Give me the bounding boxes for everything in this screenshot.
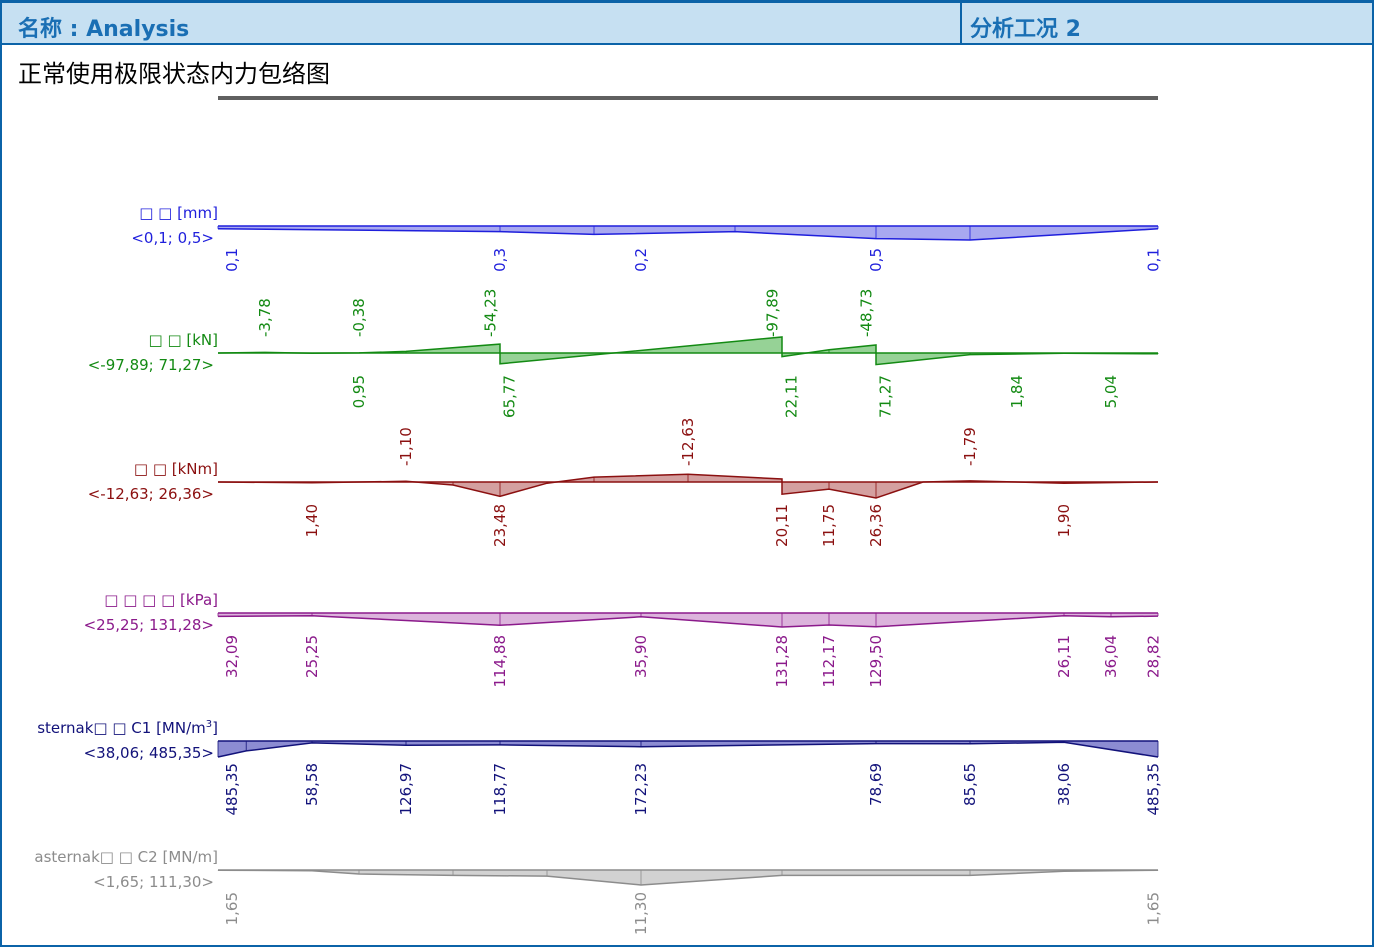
series-3-group: □ □ [kNm] <-12,63; 26,36> -1,10 -12,63 -1,79…	[88, 418, 1159, 547]
case-header-cell: 分析工况 2	[960, 0, 1374, 45]
value-label: 26,11	[1055, 635, 1073, 678]
value-label: 22,11	[782, 375, 800, 418]
series-6-label: asternak□ □ C2 [MN/m]	[34, 848, 218, 866]
value-label: 32,09	[223, 635, 241, 678]
value-label: 1,65	[1144, 892, 1162, 925]
value-label: 5,04	[1102, 375, 1120, 408]
series-1-group: □ □ [mm] <0,1; 0,5> 0,1 0,3 0,2 0,5 0,1	[131, 204, 1162, 272]
value-label: -12,63	[679, 418, 697, 466]
analysis-name-label: 名称 : Analysis	[18, 17, 190, 42]
value-label: -3,78	[256, 298, 274, 337]
series-2-range: <-97,89; 71,27>	[88, 356, 214, 374]
value-label: 26,36	[867, 504, 885, 547]
value-label: 114,88	[491, 635, 509, 688]
value-label: 58,58	[303, 763, 321, 806]
value-label: 172,23	[632, 763, 650, 816]
value-label: 0,1	[223, 248, 241, 272]
name-header-cell: 名称 : Analysis	[0, 0, 960, 45]
series-2-group: □ □ [kN] <-97,89; 71,27> -3,78 -0,38 -54,23 -…	[88, 289, 1159, 418]
value-label: 0,1	[1144, 248, 1162, 272]
value-label: 1,40	[303, 504, 321, 537]
value-label: 71,27	[876, 375, 894, 418]
value-label: -54,23	[482, 289, 500, 337]
value-label: 85,65	[961, 763, 979, 806]
series-5-group: sternak□ □ C1 [MN/m3] <38,06; 485,35> 485,…	[37, 719, 1162, 816]
series-2-label: □ □ [kN]	[149, 331, 219, 349]
value-label: 65,77	[500, 375, 518, 418]
series-2-area	[218, 337, 1158, 365]
series-4-range: <25,25; 131,28>	[84, 616, 214, 634]
value-label: -1,79	[961, 427, 979, 466]
value-label: 78,69	[867, 763, 885, 806]
diagram-title: 正常使用极限状态内力包络图	[18, 60, 330, 88]
value-label: 0,5	[867, 248, 885, 272]
value-label: 0,95	[350, 375, 368, 408]
value-label: 36,04	[1102, 635, 1120, 678]
value-label: 11,75	[820, 504, 838, 547]
value-label: -0,38	[350, 298, 368, 337]
value-label: 0,2	[632, 248, 650, 272]
value-label: 0,3	[491, 248, 509, 272]
series-1-range: <0,1; 0,5>	[131, 229, 214, 247]
series-1-area	[218, 226, 1158, 240]
series-4-curve	[217, 614, 1159, 628]
value-label: 1,65	[223, 892, 241, 925]
analysis-case-label: 分析工况 2	[970, 17, 1081, 42]
value-label: 1,84	[1008, 375, 1026, 408]
series-6-group: asternak□ □ C2 [MN/m] <1,65; 111,30> 1,65 1…	[34, 848, 1162, 935]
value-label: 129,50	[867, 635, 885, 688]
value-label: 485,35	[1144, 763, 1162, 816]
value-label: 11,30	[632, 892, 650, 935]
series-5-range: <38,06; 485,35>	[84, 744, 214, 762]
series-6-curve	[217, 869, 1159, 886]
value-label: -97,89	[764, 289, 782, 337]
series-1-label: □ □ [mm]	[139, 204, 218, 222]
series-5-curve	[217, 741, 1159, 758]
value-label: 20,11	[773, 504, 791, 547]
series-3-label: □ □ [kNm]	[134, 460, 218, 478]
series-3-range: <-12,63; 26,36>	[88, 485, 214, 503]
series-5-label: sternak□ □ C1 [MN/m3]	[37, 719, 218, 737]
series-6-range: <1,65; 111,30>	[93, 873, 214, 891]
value-label: 131,28	[773, 635, 791, 688]
value-label: 126,97	[397, 763, 415, 816]
value-label: 38,06	[1055, 763, 1073, 806]
value-label: 28,82	[1144, 635, 1162, 678]
value-label: -1,10	[397, 427, 415, 466]
value-label: 25,25	[303, 635, 321, 678]
series-4-group: □ □ □ □ [kPa] <25,25; 131,28> 32,09 25,25 11…	[84, 591, 1163, 688]
value-label: 35,90	[632, 635, 650, 678]
value-label: 112,17	[820, 635, 838, 688]
value-label: 23,48	[491, 504, 509, 547]
value-label: 485,35	[223, 763, 241, 816]
value-label: 118,77	[491, 763, 509, 816]
value-label: 1,90	[1055, 504, 1073, 537]
series-4-label: □ □ □ □ [kPa]	[104, 591, 218, 609]
value-label: -48,73	[858, 289, 876, 337]
